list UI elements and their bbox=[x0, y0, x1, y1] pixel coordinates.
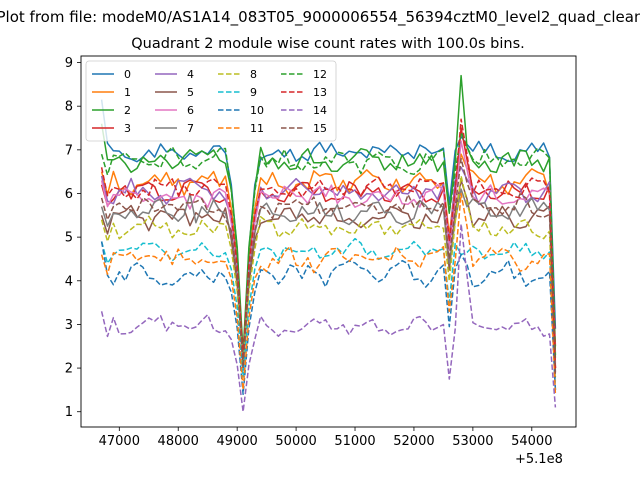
series-line-10 bbox=[100, 241, 557, 396]
x-offset-label: +5.1e8 bbox=[515, 452, 563, 467]
series-line-0 bbox=[100, 99, 557, 372]
x-tick-label: 49000 bbox=[216, 434, 257, 449]
axes-frame bbox=[80, 55, 577, 428]
legend-label-8: 8 bbox=[250, 68, 257, 81]
series-line-11 bbox=[100, 192, 557, 395]
legend-label-9: 9 bbox=[250, 86, 257, 99]
legend-label-10: 10 bbox=[250, 104, 264, 117]
legend-label-14: 14 bbox=[313, 104, 327, 117]
series-line-9 bbox=[100, 237, 557, 390]
y-tick-label: 2 bbox=[65, 362, 73, 377]
x-tick-label: 50000 bbox=[275, 434, 316, 449]
figure-suptitle: Plot from file: modeM0/AS1A14_083T05_900… bbox=[0, 8, 640, 26]
x-tick-label: 51000 bbox=[334, 434, 375, 449]
y-tick-label: 5 bbox=[65, 231, 73, 246]
legend-label-2: 2 bbox=[124, 104, 131, 117]
legend-label-5: 5 bbox=[187, 86, 194, 99]
legend-label-6: 6 bbox=[187, 104, 194, 117]
y-tick-label: 6 bbox=[65, 187, 73, 202]
series-line-13 bbox=[100, 118, 557, 369]
series-line-7 bbox=[100, 188, 557, 369]
x-tick-label: 47000 bbox=[99, 434, 140, 449]
series-line-14 bbox=[100, 223, 557, 413]
y-tick-label: 3 bbox=[65, 318, 73, 333]
legend-label-12: 12 bbox=[313, 68, 327, 81]
y-tick-label: 9 bbox=[65, 56, 73, 71]
legend-label-3: 3 bbox=[124, 122, 131, 135]
legend-label-1: 1 bbox=[124, 86, 131, 99]
series-line-5 bbox=[100, 179, 557, 373]
series-line-15 bbox=[100, 157, 557, 377]
series-line-1 bbox=[100, 153, 557, 369]
x-tick-label: 52000 bbox=[393, 434, 434, 449]
series-line-8 bbox=[100, 175, 557, 382]
y-tick-label: 8 bbox=[65, 100, 73, 115]
series-line-6 bbox=[100, 140, 557, 369]
legend-label-4: 4 bbox=[187, 68, 194, 81]
series-line-12 bbox=[100, 131, 557, 365]
legend-label-13: 13 bbox=[313, 86, 327, 99]
legend-label-15: 15 bbox=[313, 122, 327, 135]
x-tick-label: 48000 bbox=[158, 434, 199, 449]
legend-label-11: 11 bbox=[250, 122, 264, 135]
legend-box bbox=[85, 60, 337, 142]
legend-label-7: 7 bbox=[187, 122, 194, 135]
legend-label-0: 0 bbox=[124, 68, 131, 81]
y-tick-label: 7 bbox=[65, 143, 73, 158]
chart-title: Quadrant 2 module wise count rates with … bbox=[131, 36, 525, 52]
y-tick-label: 1 bbox=[65, 405, 73, 420]
x-tick-label: 54000 bbox=[511, 434, 552, 449]
series-line-2 bbox=[100, 74, 557, 356]
y-tick-label: 4 bbox=[65, 274, 73, 289]
x-tick-label: 53000 bbox=[452, 434, 493, 449]
